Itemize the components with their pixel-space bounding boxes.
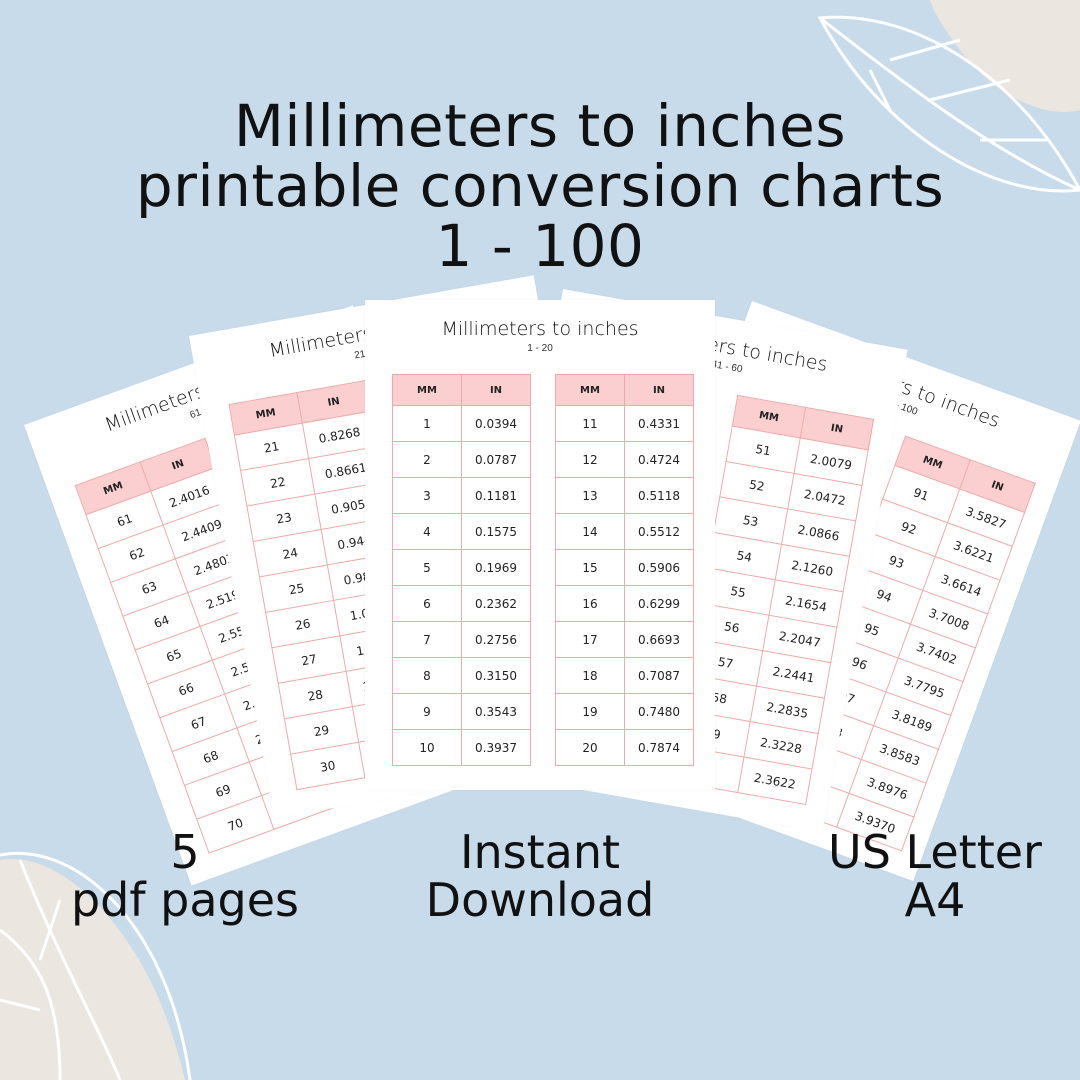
mm-cell: 4 (392, 513, 462, 550)
blob-bottom-left (0, 859, 185, 1080)
inch-cell: 0.7874 (624, 729, 694, 766)
inch-cell: 0.5118 (624, 477, 694, 514)
mm-cell: 19 (555, 693, 625, 730)
inch-cell: 0.7480 (624, 693, 694, 730)
mm-cell: 2 (392, 441, 462, 478)
mm-cell: 17 (555, 621, 625, 658)
table-row: 12 0.4724 (555, 441, 694, 478)
inch-cell: 0.1969 (461, 549, 531, 586)
table-row: 10 0.3937 (392, 729, 531, 766)
table-row: 15 0.5906 (555, 549, 694, 586)
inch-cell: 0.1181 (461, 477, 531, 514)
inch-cell: 0.5512 (624, 513, 694, 550)
mm-cell: 9 (392, 693, 462, 730)
inch-cell: 0.4724 (624, 441, 694, 478)
table-row: 3 0.1181 (392, 477, 531, 514)
mm-cell: 15 (555, 549, 625, 586)
download-label: Instant Download (390, 828, 690, 924)
paper-size-label: US Letter A4 (790, 828, 1080, 924)
mm-cell: 7 (392, 621, 462, 658)
column-header: MM (392, 374, 462, 406)
inch-cell: 0.1575 (461, 513, 531, 550)
leaf-icon (817, 15, 1080, 193)
mm-cell: 20 (555, 729, 625, 766)
inch-cell: 0.0787 (461, 441, 531, 478)
headline-line-3: 1 - 100 (435, 212, 645, 280)
headline-line-1: Millimeters to inches (233, 92, 847, 160)
table-row: 16 0.6299 (555, 585, 694, 622)
inch-cell: 0.3937 (461, 729, 531, 766)
mm-cell: 16 (555, 585, 625, 622)
table-row: 20 0.7874 (555, 729, 694, 766)
table-row: 5 0.1969 (392, 549, 531, 586)
mm-cell: 11 (555, 405, 625, 442)
mm-cell: 13 (555, 477, 625, 514)
table-row: 18 0.7087 (555, 657, 694, 694)
leaf-icon (0, 851, 192, 1080)
mm-cell: 14 (555, 513, 625, 550)
table-row: 7 0.2756 (392, 621, 531, 658)
table-row: 14 0.5512 (555, 513, 694, 550)
inch-cell: 0.7087 (624, 657, 694, 694)
page-count-unit: pdf pages (70, 873, 300, 927)
table-row: 11 0.4331 (555, 405, 694, 442)
mm-cell: 12 (555, 441, 625, 478)
column-header: IN (461, 374, 531, 406)
table-row: 17 0.6693 (555, 621, 694, 658)
column-header: IN (624, 374, 694, 406)
headline-line-2: printable conversion charts (135, 152, 945, 220)
page-count: 5 (170, 825, 200, 879)
table-row: 9 0.3543 (392, 693, 531, 730)
mm-cell: 3 (392, 477, 462, 514)
table-row: 6 0.2362 (392, 585, 531, 622)
table-row: 2 0.0787 (392, 441, 531, 478)
page-title: Millimeters to inches (441, 318, 639, 340)
download-line-2: Download (425, 873, 655, 927)
page-count-label: 5 pdf pages (40, 828, 330, 924)
download-line-1: Instant (459, 825, 621, 879)
paper-size-1: US Letter (828, 825, 1042, 879)
table-row: 19 0.7480 (555, 693, 694, 730)
mm-cell: 18 (555, 657, 625, 694)
headline: Millimeters to inches printable conversi… (0, 96, 1080, 276)
inch-cell: 0.6299 (624, 585, 694, 622)
conversion-table-right: MM IN 11 0.4331 12 0.4724 13 0.5118 14 0.5512 15 0.… (555, 374, 694, 766)
page-range: 1 - 20 (527, 343, 553, 354)
inch-cell: 0.4331 (624, 405, 694, 442)
inch-cell: 0.3150 (461, 657, 531, 694)
conversion-table-left: MM IN 1 0.0394 2 0.0787 3 0.1181 4 0.1575 5 0.1969 6… (392, 374, 531, 766)
inch-cell: 0.2756 (461, 621, 531, 658)
inch-cell: 0.5906 (624, 549, 694, 586)
table-row: 8 0.3150 (392, 657, 531, 694)
paper-size-2: A4 (904, 873, 966, 927)
mm-cell: 5 (392, 549, 462, 586)
inch-cell: 0.0394 (461, 405, 531, 442)
column-header: MM (555, 374, 625, 406)
table-row: 13 0.5118 (555, 477, 694, 514)
blob-top-right (930, 0, 1080, 112)
mm-cell: 8 (392, 657, 462, 694)
inch-cell: 0.3543 (461, 693, 531, 730)
inch-cell: 0.6693 (624, 621, 694, 658)
inch-cell: 0.2362 (461, 585, 531, 622)
table-row: 1 0.0394 (392, 405, 531, 442)
mm-cell: 6 (392, 585, 462, 622)
table-row: 4 0.1575 (392, 513, 531, 550)
mm-cell: 10 (392, 729, 462, 766)
mm-cell: 1 (392, 405, 462, 442)
chart-page-1-20: Millimeters to inches 1 - 20 MM IN 1 0.0394 2 0… (365, 300, 715, 790)
